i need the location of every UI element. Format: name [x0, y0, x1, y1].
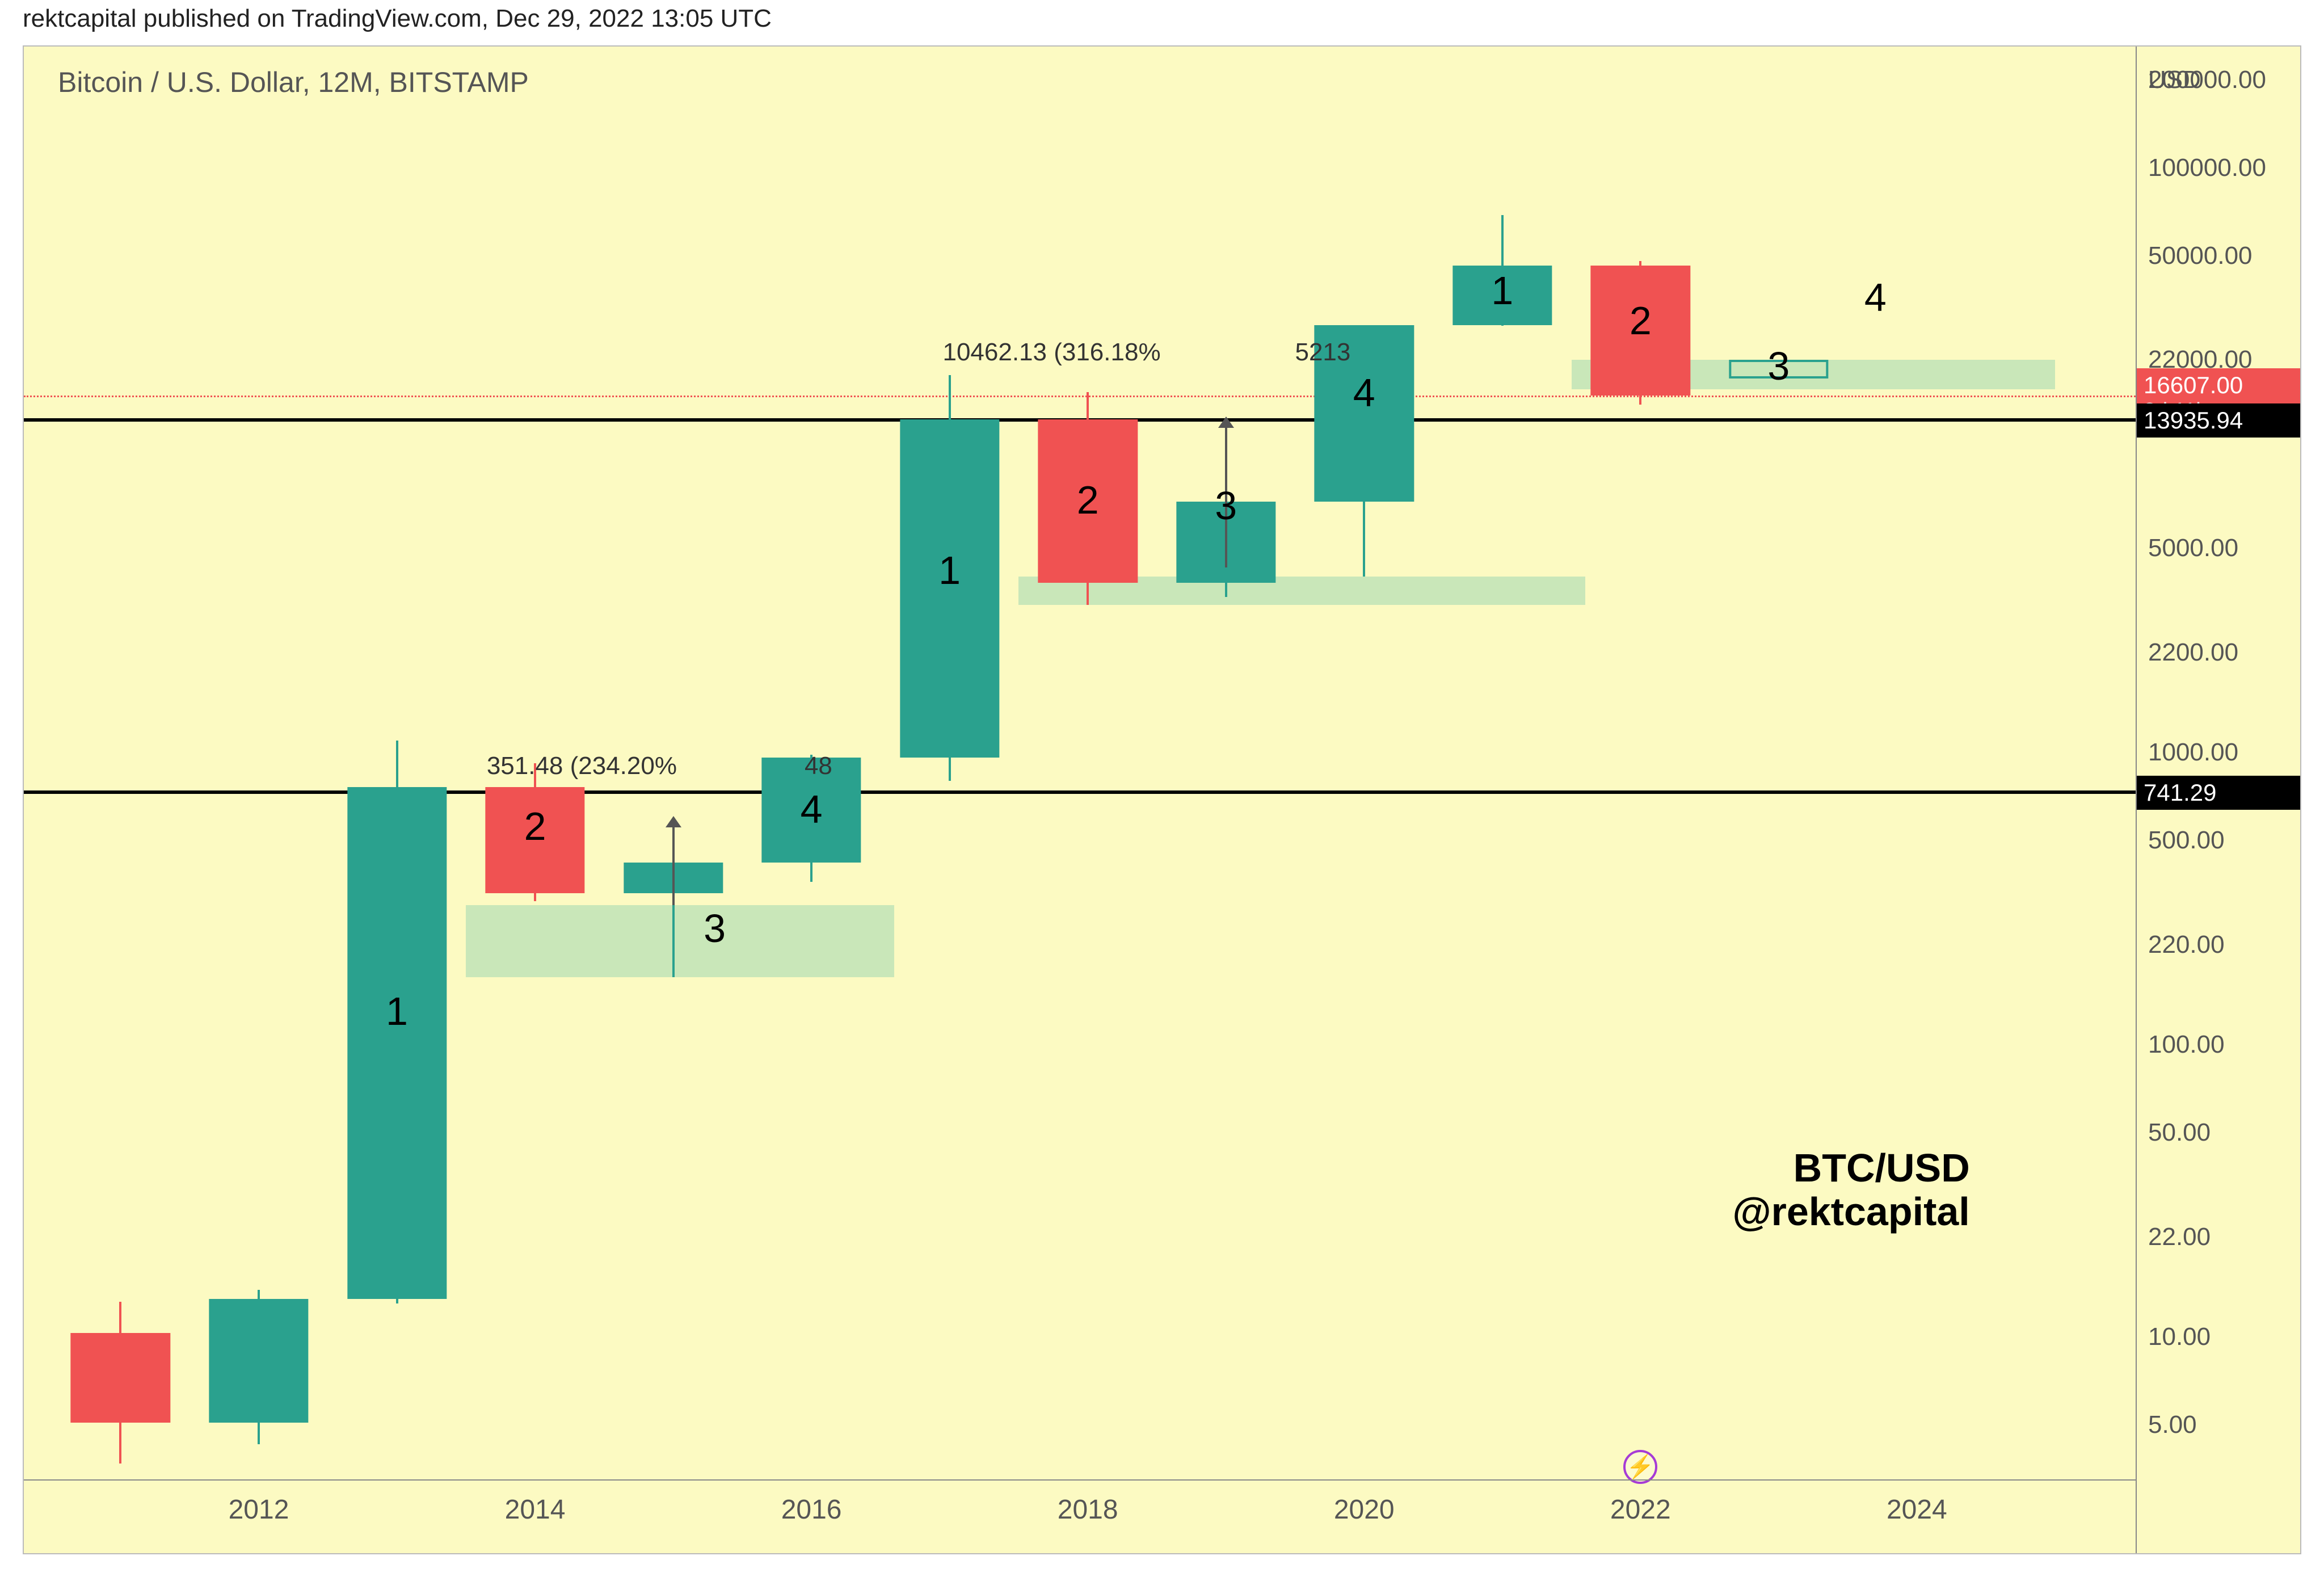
x-tick-label: 2016 [781, 1494, 842, 1525]
y-tick-label: 50.00 [2148, 1118, 2211, 1147]
y-tick-label: 200000.00 [2148, 66, 2266, 94]
cycle-number-label: 3 [704, 906, 726, 951]
cycle-number-label: 4 [1864, 275, 1887, 320]
cycle-number-label: 2 [1077, 477, 1099, 523]
y-tick-label: 220.00 [2148, 931, 2225, 959]
horizontal-line [24, 396, 2136, 397]
horizontal-line [24, 790, 2136, 794]
measurement-label: 48 [805, 752, 832, 780]
cycle-number-label: 4 [1353, 370, 1375, 415]
y-axis-panel[interactable]: USD 200000.00100000.0050000.0022000.0050… [2136, 47, 2300, 1553]
cycle-number-label: 3 [1767, 343, 1790, 389]
support-zone [466, 905, 894, 977]
measurement-label: 5213 [1295, 338, 1350, 367]
cycle-number-label: 2 [1630, 298, 1652, 343]
y-tick-label: 100000.00 [2148, 154, 2266, 182]
y-tick-label: 50000.00 [2148, 242, 2253, 270]
measurement-label: 351.48 (234.20% [487, 752, 677, 780]
price-badge: 741.29 [2137, 776, 2300, 810]
cycle-number-label: 1 [938, 548, 961, 593]
measurement-label: 10462.13 (316.18% [942, 338, 1160, 367]
y-tick-label: 500.00 [2148, 826, 2225, 855]
y-tick-label: 2200.00 [2148, 638, 2238, 667]
attribution-text: rektcapital published on TradingView.com… [23, 5, 772, 33]
cycle-number-label: 1 [386, 989, 408, 1034]
y-tick-label: 1000.00 [2148, 738, 2238, 767]
x-tick-label: 2014 [505, 1494, 566, 1525]
cycle-number-label: 1 [1491, 268, 1513, 313]
author-watermark: BTC/USD@rektcapital [1732, 1146, 1969, 1234]
x-tick-label: 2024 [1887, 1494, 1947, 1525]
y-tick-label: 22.00 [2148, 1223, 2211, 1251]
cycle-number-label: 2 [524, 804, 546, 849]
y-tick-label: 5000.00 [2148, 534, 2238, 562]
plot-area[interactable]: 1 2 3 4 1 2 3 4 1 2 3 4 351.48 (234.20% 48 10462.13 (3… [24, 47, 2136, 1479]
x-tick-label: 2020 [1334, 1494, 1395, 1525]
price-badge: 13935.94 [2137, 403, 2300, 438]
cycle-number-label: 3 [1215, 483, 1237, 528]
y-tick-label: 100.00 [2148, 1031, 2225, 1059]
cycle-number-label: 4 [801, 787, 823, 832]
x-tick-label: 2012 [229, 1494, 289, 1525]
lightning-icon[interactable]: ⚡ [1623, 1450, 1657, 1484]
chart-frame: Bitcoin / U.S. Dollar, 12M, BITSTAMP USD… [23, 45, 2301, 1554]
x-axis-panel[interactable]: 2012 2014 2016 2018 2020 2022 2024 [24, 1479, 2136, 1553]
x-tick-label: 2018 [1058, 1494, 1118, 1525]
y-tick-label: 10.00 [2148, 1323, 2211, 1351]
up-arrow-icon [672, 826, 675, 906]
y-tick-label: 5.00 [2148, 1411, 2197, 1439]
x-tick-label: 2022 [1610, 1494, 1671, 1525]
